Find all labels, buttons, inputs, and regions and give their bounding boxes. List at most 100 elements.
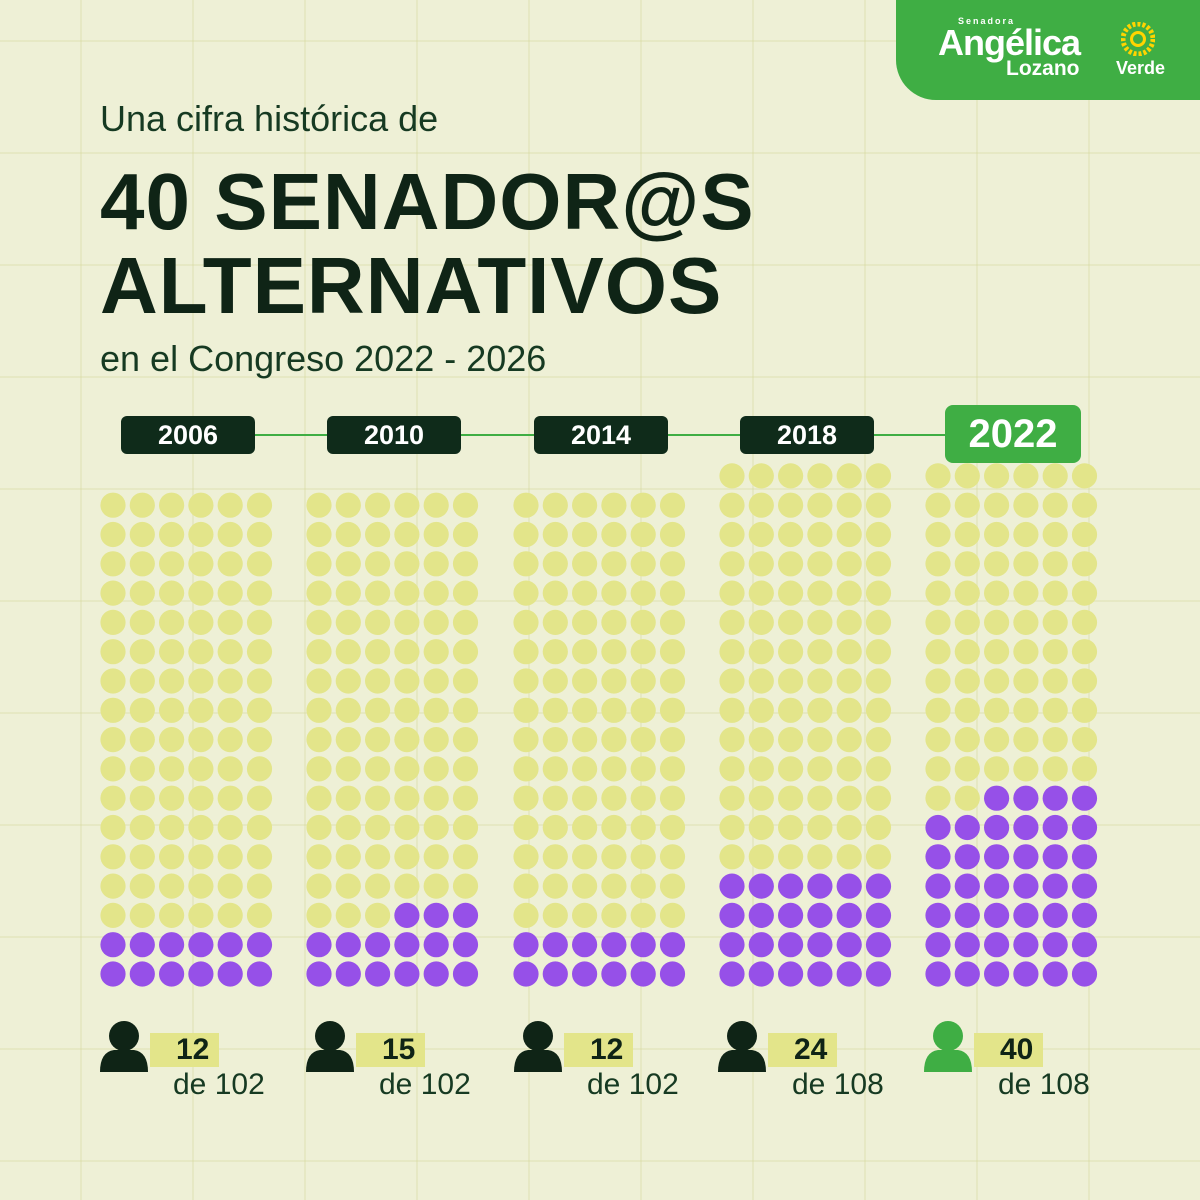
senator-dot-2018-69 [778,639,804,665]
senator-dot-2006-29 [100,844,126,870]
senator-dot-2018-95 [719,521,745,548]
senator-dot-2018-74 [807,609,833,636]
senator-dot-2006-24 [246,844,273,870]
senator-dot-2022-79 [1042,580,1068,606]
senator-dot-2014-79 [630,580,656,606]
senator-dot-2006-96 [246,492,273,518]
senator-dot-2018-105 [778,463,804,489]
senator-dot-2010-57 [365,697,391,723]
alternative-senator-dot-2010-13 [423,902,449,929]
alternative-senator-dot-2022-8 [1013,932,1039,958]
senator-dot-2014-40 [542,785,568,811]
senator-dot-2018-55 [836,697,862,723]
senator-dot-2014-30 [659,814,686,841]
senator-dot-2010-89 [306,551,332,577]
senator-dot-2010-51 [365,727,391,753]
senator-dot-2022-43 [1042,756,1068,782]
alternative-senator-dot-2018-15 [778,902,804,929]
senator-dot-2022-85 [1042,551,1068,577]
senator-dot-2022-86 [1013,551,1039,577]
senator-dot-2018-99 [778,492,804,518]
senator-dot-2018-83 [719,580,745,606]
senator-dot-2022-90 [1071,521,1098,548]
senator-dot-2022-99 [984,492,1010,518]
alternative-senator-dot-2018-11 [719,932,745,958]
senator-dot-2010-39 [365,785,391,811]
senator-dot-2006-72 [246,609,273,636]
senator-dot-2014-99 [572,492,598,518]
senator-dot-2010-74 [394,609,420,636]
senator-dot-2014-27 [572,844,598,870]
senator-dot-2014-82 [542,580,568,606]
person-icon-2014 [514,1021,562,1072]
alternative-senator-dot-2018-21 [778,873,804,899]
senator-dot-2018-53 [719,727,745,753]
senator-dot-2010-95 [306,521,332,548]
senator-dot-2006-95 [100,521,126,548]
year-label-2006: 2006 [121,416,255,454]
senator-dot-2022-45 [984,756,1010,782]
alternative-senator-dot-2010-1 [423,961,449,987]
senator-dot-2006-44 [188,756,214,782]
senator-dot-2022-63 [984,668,1010,694]
senator-dot-2018-107 [719,463,745,489]
senator-dot-2022-64 [954,668,980,694]
senator-dot-2022-71 [925,639,951,665]
senator-dot-2006-86 [188,551,214,577]
senator-dot-2014-72 [659,609,686,636]
senator-dot-2014-50 [601,727,627,753]
alternative-senator-dot-2006-11 [100,932,126,958]
senator-dot-2014-47 [513,756,539,782]
alternative-senator-dot-2014-5 [513,961,539,987]
senator-dot-2006-77 [100,609,126,636]
senator-dot-2006-39 [159,785,185,811]
senator-dot-2014-44 [601,756,627,782]
alternative-senator-dot-2022-36 [1071,785,1098,811]
senator-dot-2018-80 [807,580,833,606]
alternative-senator-dot-2006-4 [129,961,155,987]
senator-dot-2010-24 [452,844,479,870]
count-2018: 24 [768,1033,838,1067]
senator-dot-2018-48 [865,727,892,753]
senator-dot-2006-36 [246,785,273,811]
senator-dot-2014-77 [513,609,539,636]
senator-dot-2006-71 [100,639,126,665]
senator-dot-2014-35 [513,814,539,841]
senator-dot-2006-54 [246,697,273,723]
senator-dot-2014-88 [542,551,568,577]
alternative-senator-dot-2018-23 [719,873,745,899]
senator-dot-2010-62 [394,668,420,694]
senator-dot-2022-81 [984,580,1010,606]
alternative-senator-dot-2018-0 [865,961,892,987]
senator-dot-2014-20 [601,873,627,899]
alternative-senator-dot-2022-23 [925,873,951,899]
senator-dot-2018-28 [748,844,774,870]
alternative-senator-dot-2014-7 [630,932,656,958]
person-icon-2010 [306,1021,354,1072]
senator-dot-2018-40 [748,785,774,811]
senator-dot-2006-76 [129,609,155,636]
senator-dot-2022-91 [1042,521,1068,548]
page-title: 40 SENADOR@S ALTERNATIVOS [100,160,755,328]
senator-dot-2006-66 [246,639,273,665]
senator-dot-2022-82 [954,580,980,606]
alternative-senator-dot-2006-7 [217,932,243,958]
alternative-senator-dot-2018-12 [865,902,892,929]
senator-dot-2022-77 [925,609,951,636]
senator-dot-2022-100 [954,492,980,518]
senator-dot-2014-67 [630,639,656,665]
senator-dot-2022-62 [1013,668,1039,694]
senator-dot-2006-47 [100,756,126,782]
senator-dot-2010-93 [365,521,391,548]
senator-dot-2022-98 [1013,492,1039,518]
senator-dot-2022-72 [1071,609,1098,636]
senator-dot-2014-90 [659,521,686,548]
alternative-senator-dot-2018-10 [748,932,774,958]
senator-dot-2022-65 [925,668,951,694]
senator-dot-2014-29 [513,844,539,870]
senator-dot-2014-28 [542,844,568,870]
alternative-senator-dot-2022-30 [1071,814,1098,841]
senator-dot-2010-26 [394,844,420,870]
senator-dot-2018-52 [748,727,774,753]
